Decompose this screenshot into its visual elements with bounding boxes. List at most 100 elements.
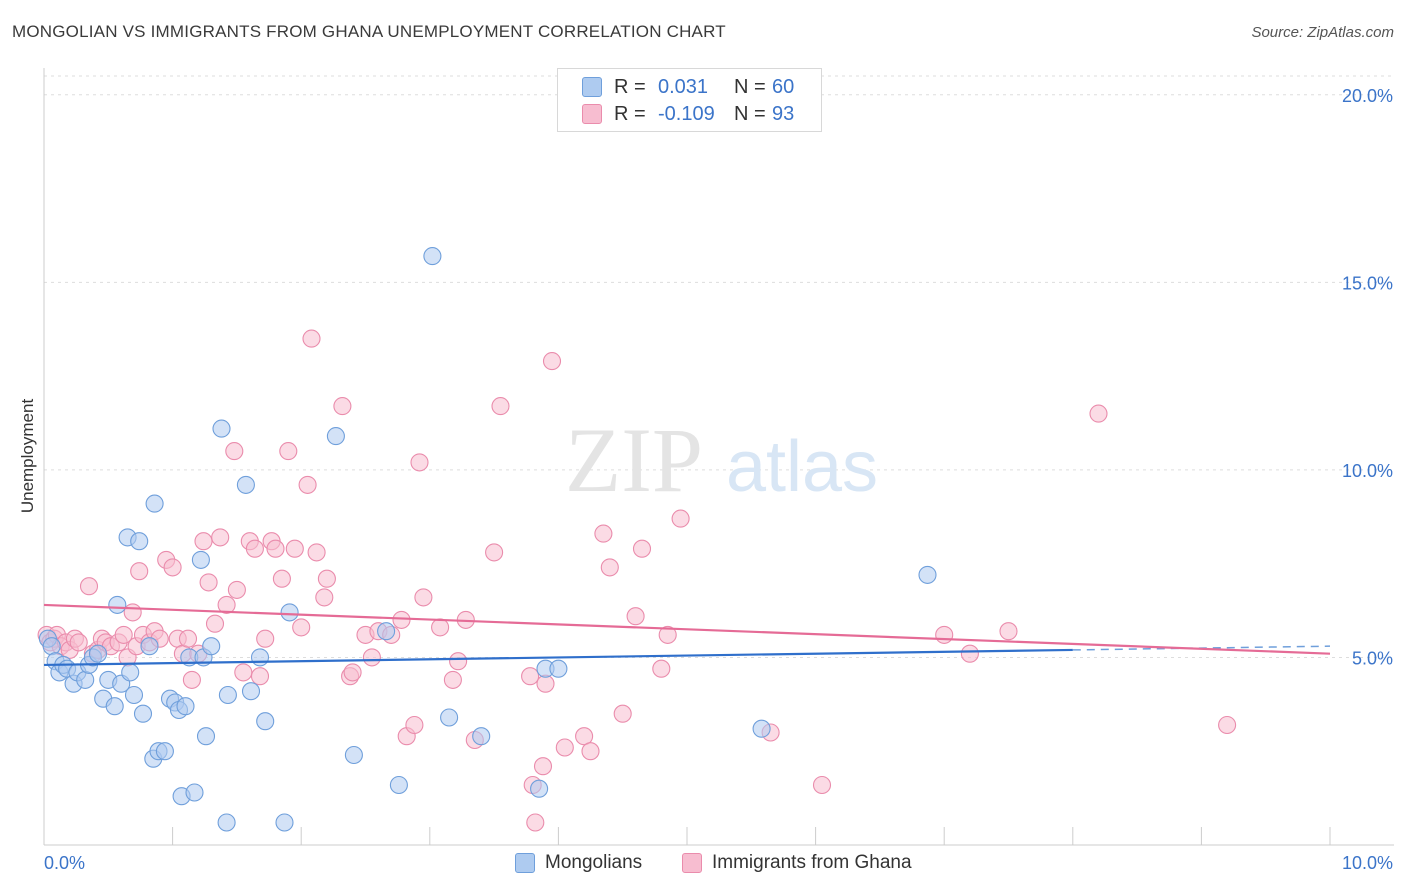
bottom-legend-mongolians: Mongolians — [515, 852, 642, 874]
scatter-point — [178, 629, 198, 648]
ghana-trend-line — [43, 603, 1331, 655]
scatter-point — [405, 715, 424, 735]
watermark-atlas: atlas — [726, 427, 878, 507]
scatter-point — [121, 663, 140, 682]
scatter-point — [344, 745, 363, 765]
scatter-point — [530, 779, 549, 798]
legend-row-ghana: R = -0.109 N = 93 — [582, 102, 794, 126]
scatter-point — [191, 550, 210, 569]
scatter-point — [76, 670, 95, 689]
scatter-point — [176, 697, 195, 716]
scatter-point — [212, 419, 231, 438]
scatter-point — [218, 685, 237, 705]
scatter-point — [307, 543, 326, 562]
scatter-point — [389, 775, 408, 795]
scatter-point — [241, 682, 261, 701]
scatter-point — [343, 663, 362, 682]
scatter-point — [155, 742, 174, 761]
scatter-point — [105, 697, 124, 716]
scatter-point — [594, 524, 613, 543]
scatter-point — [472, 727, 491, 746]
bottom-legend-label: Mongolians — [545, 852, 643, 873]
scatter-point — [279, 442, 298, 461]
chart-title: MONGOLIAN VS IMMIGRANTS FROM GHANA UNEMP… — [12, 22, 726, 41]
scatter-point — [431, 618, 450, 637]
scatter-point — [315, 588, 334, 607]
legend-row-mongolians: R = 0.031 N = 60 — [582, 75, 794, 99]
scatter-point — [199, 573, 218, 592]
scatter-point — [999, 622, 1018, 641]
scatter-point — [163, 558, 182, 577]
scatter-point — [266, 539, 285, 558]
trend-lines — [43, 603, 1331, 667]
scatter-point — [542, 352, 562, 371]
scatter-point — [613, 704, 632, 723]
scatter-point — [194, 532, 213, 551]
scatter-point — [292, 618, 311, 637]
scatter-point — [491, 397, 510, 416]
scatter-point — [935, 625, 954, 644]
y-tick-label: 10.0% — [1342, 461, 1393, 481]
scatter-point — [227, 580, 246, 599]
scatter-point — [362, 648, 381, 667]
scatter-point — [234, 663, 253, 682]
scatter-point — [211, 528, 230, 547]
y-tick-label: 5.0% — [1352, 648, 1393, 668]
scatter-point — [250, 667, 270, 686]
scatter-point — [485, 543, 504, 562]
legend-r-label: R = — [614, 102, 646, 125]
scatter-point — [410, 453, 429, 472]
scatter-point — [275, 813, 294, 832]
stats-legend: R = 0.031 N = 60 R = -0.109 N = 93 — [557, 68, 822, 132]
axes — [43, 68, 1394, 846]
scatter-point — [69, 633, 88, 652]
scatter-point — [575, 727, 594, 746]
legend-r-value: 0.031 — [658, 75, 709, 98]
x-tick-label: 10.0% — [1342, 853, 1393, 873]
scatter-point — [671, 509, 690, 528]
scatter-point — [443, 670, 462, 689]
bottom-legend-label: Immigrants from Ghana — [712, 852, 912, 873]
y-tick-label: 15.0% — [1342, 273, 1393, 293]
legend-n-value: 93 — [772, 102, 795, 125]
scatter-point — [632, 539, 652, 558]
scatter-point — [236, 475, 255, 494]
scatter-point — [658, 625, 677, 644]
scatter-point — [256, 629, 275, 648]
bottom-swatch-pink — [682, 853, 702, 873]
grid-lines — [44, 75, 1394, 658]
scatter-point — [88, 644, 108, 663]
mongolian-points — [38, 247, 937, 832]
scatter-point — [185, 783, 204, 802]
scatter-point — [130, 532, 149, 551]
scatter-point — [626, 607, 645, 626]
scatter-point — [392, 610, 411, 629]
scatter-point — [130, 562, 149, 581]
y-axis-label: Unemployment — [18, 398, 37, 514]
scatter-point — [245, 539, 264, 558]
scatter-point — [377, 622, 396, 641]
scatter-point — [79, 577, 99, 596]
scatter-point — [124, 685, 144, 705]
scatter-point — [42, 637, 61, 656]
watermark: ZIP atlas — [565, 409, 878, 511]
legend-n-value: 60 — [772, 75, 795, 98]
legend-n-label: N = — [734, 75, 766, 98]
scatter-point — [812, 775, 832, 795]
scatter-point — [114, 625, 133, 644]
source-label: Source: ZipAtlas.com — [1251, 24, 1394, 41]
scatter-point — [449, 652, 468, 671]
scatter-point — [652, 659, 671, 678]
scatter-point — [423, 247, 442, 266]
scatter-point — [217, 813, 236, 832]
scatter-point — [298, 475, 317, 494]
legend-n-label: N = — [734, 102, 766, 125]
mongolian-trend-line — [43, 648, 1073, 667]
scatter-point — [217, 595, 236, 614]
scatter-point — [414, 588, 433, 607]
scatter-point — [326, 427, 345, 446]
scatter-point — [581, 742, 600, 761]
scatter-point — [960, 644, 979, 663]
scatter-point — [302, 329, 321, 348]
scatter-point — [133, 704, 153, 723]
